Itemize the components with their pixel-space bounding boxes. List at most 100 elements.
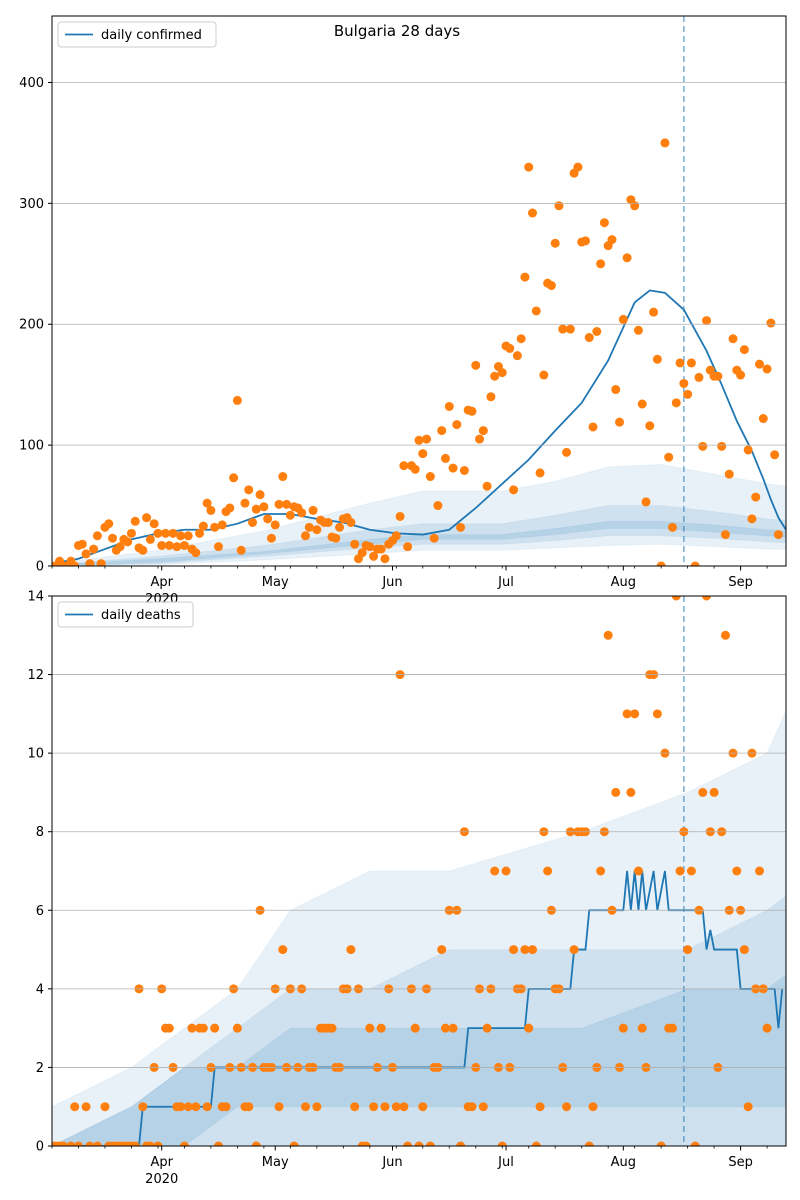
data-point — [418, 449, 428, 459]
data-point — [395, 511, 405, 521]
data-point — [312, 1102, 322, 1112]
y-tick-label: 400 — [19, 76, 44, 91]
legend-label: daily deaths — [101, 608, 181, 623]
data-point — [365, 542, 375, 552]
data-point — [248, 517, 258, 527]
y-tick-label: 0 — [36, 560, 44, 575]
data-point — [456, 522, 466, 532]
data-point — [198, 1023, 208, 1033]
y-tick-label: 12 — [27, 668, 44, 683]
data-point — [546, 281, 556, 291]
data-point — [671, 398, 681, 408]
data-point — [282, 499, 292, 509]
data-point — [652, 354, 662, 364]
data-point — [528, 208, 538, 218]
data-point — [376, 544, 386, 554]
data-point — [410, 1023, 420, 1033]
y-tick-label: 0 — [36, 1140, 44, 1155]
data-point — [251, 1141, 261, 1146]
data-point — [130, 516, 140, 526]
deaths-panel: 0 2 4 6 8 10 12 14 Apr 2020 May Jun Jul Aug Sep daily d… — [27, 590, 787, 1187]
data-point — [157, 540, 167, 550]
data-point — [448, 463, 458, 473]
x-tick-label: May — [262, 575, 289, 590]
data-point — [263, 514, 273, 524]
data-point — [641, 497, 651, 507]
data-point — [562, 447, 572, 457]
data-point — [285, 510, 295, 520]
data-point — [709, 787, 719, 797]
data-point — [244, 1102, 254, 1112]
data-point — [524, 1023, 534, 1033]
data-point — [123, 537, 133, 547]
data-point — [240, 498, 250, 508]
data-point — [717, 441, 727, 451]
x-tick-label: Jun — [381, 575, 402, 590]
data-point — [81, 1102, 91, 1112]
x-tick-label: Sep — [728, 1155, 753, 1170]
confidence-band-3 — [52, 520, 786, 566]
data-point — [304, 522, 314, 532]
data-point — [649, 307, 659, 317]
data-point — [221, 1102, 231, 1112]
data-point — [198, 521, 208, 531]
data-point — [512, 351, 522, 361]
data-point — [698, 787, 708, 797]
data-point — [403, 1141, 413, 1146]
x-tick-label: Apr — [150, 575, 173, 590]
data-point — [675, 866, 685, 876]
data-point — [206, 505, 216, 515]
data-point — [350, 1102, 360, 1112]
data-point — [191, 548, 201, 558]
data-point — [630, 201, 640, 211]
data-point — [138, 545, 148, 555]
y-tick-label: 8 — [36, 825, 44, 840]
data-point — [592, 326, 602, 336]
data-point — [266, 533, 276, 543]
data-point — [543, 866, 553, 876]
x-tick-label: Apr — [150, 1155, 173, 1170]
data-point — [743, 1102, 753, 1112]
data-point — [115, 542, 125, 552]
data-point — [153, 1141, 163, 1146]
data-point — [645, 421, 655, 431]
data-point — [168, 528, 178, 538]
data-point — [728, 334, 738, 344]
data-point — [520, 272, 530, 282]
data-point — [89, 544, 99, 554]
confidence-band-2 — [52, 505, 786, 566]
data-point — [569, 945, 579, 955]
data-point — [244, 485, 254, 495]
data-point — [467, 406, 477, 416]
data-point — [440, 1023, 450, 1033]
data-point — [467, 1102, 477, 1112]
data-point — [179, 540, 189, 550]
data-point — [739, 945, 749, 955]
data-point — [637, 399, 647, 409]
data-point — [478, 1102, 488, 1112]
data-point — [179, 1141, 189, 1146]
data-point — [251, 504, 261, 514]
data-point — [376, 1023, 386, 1033]
data-point — [425, 472, 435, 482]
data-point — [516, 334, 526, 344]
legend-label: daily confirmed — [101, 28, 202, 43]
data-point — [81, 549, 91, 559]
data-point — [369, 551, 379, 561]
data-point — [482, 1023, 492, 1033]
data-point — [762, 1023, 772, 1033]
axes-frame — [51, 15, 787, 567]
data-point — [633, 325, 643, 335]
data-point — [399, 461, 409, 471]
data-point — [391, 1102, 401, 1112]
data-point — [236, 545, 246, 555]
data-point — [528, 945, 538, 955]
data-point — [652, 709, 662, 719]
legend-box — [57, 21, 217, 48]
data-point — [478, 426, 488, 436]
y-tick-label: 6 — [36, 904, 44, 919]
y-tick-label: 200 — [19, 318, 44, 333]
